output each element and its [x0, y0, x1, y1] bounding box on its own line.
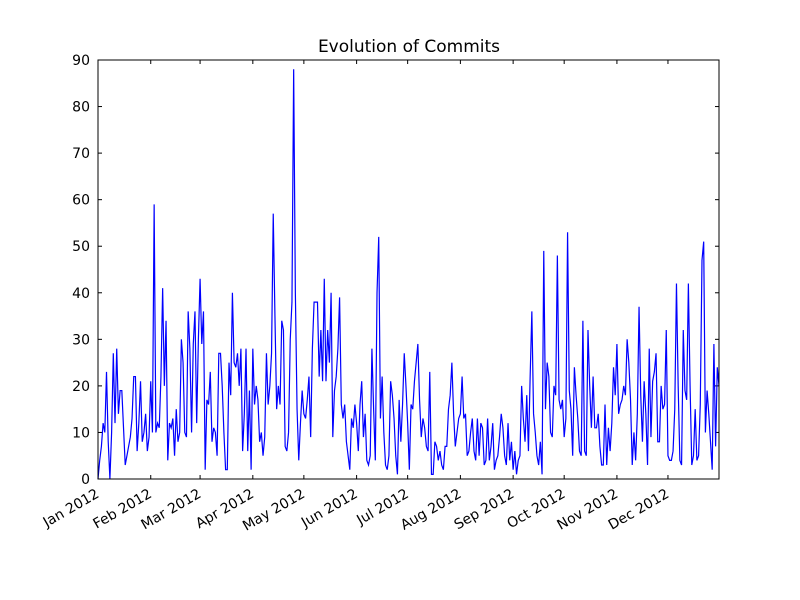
- y-tick-label: 10: [72, 425, 90, 441]
- y-tick-label: 0: [81, 472, 90, 488]
- y-tick-label: 40: [72, 286, 90, 302]
- y-tick-label: 50: [72, 239, 90, 255]
- plot-frame: [97, 59, 720, 480]
- chart-title: Evolution of Commits: [318, 37, 500, 57]
- y-tick-label: 80: [72, 100, 90, 116]
- data-line: [97, 69, 720, 480]
- y-tick-label: 70: [72, 146, 90, 162]
- y-tick-label: 90: [72, 53, 90, 69]
- y-tick-label: 30: [72, 332, 90, 348]
- y-tick-label: 60: [72, 193, 90, 209]
- y-tick-label: 20: [72, 379, 90, 395]
